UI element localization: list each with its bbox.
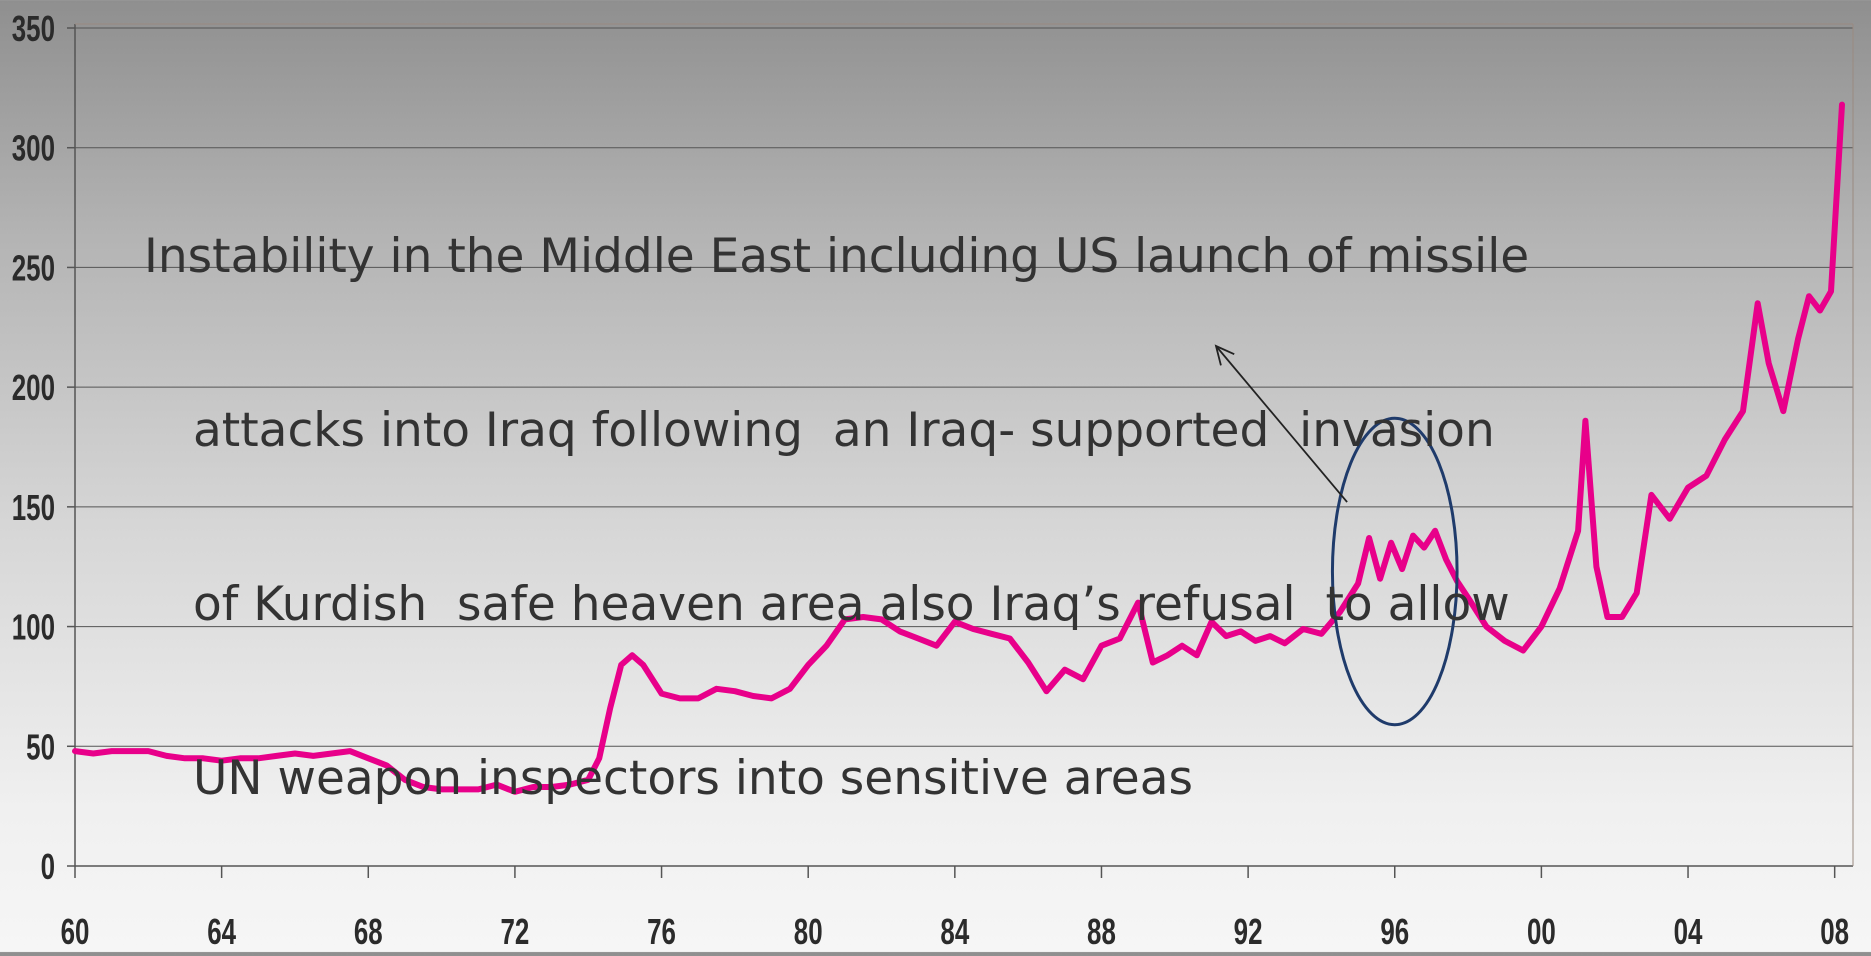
annotation-arrow bbox=[1215, 345, 1348, 503]
annotation-line-2: attacks into Iraq following an Iraq- sup… bbox=[193, 403, 1495, 458]
x-tick-label: 88 bbox=[1087, 912, 1116, 952]
y-tick-label: 150 bbox=[12, 488, 55, 528]
x-tick-label: 96 bbox=[1380, 912, 1409, 952]
y-tick-label: 0 bbox=[41, 847, 55, 887]
annotation-line-3: of Kurdish safe heaven area also Iraq’s … bbox=[193, 577, 1510, 632]
x-tick-label: 84 bbox=[940, 912, 969, 952]
highlight-layer bbox=[1214, 344, 1459, 727]
x-tick-label: 68 bbox=[354, 912, 383, 952]
x-tick-label: 64 bbox=[207, 912, 236, 952]
series-line bbox=[72, 101, 1845, 795]
x-tick-labels: 60 64 68 72 76 80 84 88 92 96 00 04 08 bbox=[61, 912, 1850, 952]
annotation-arrowhead bbox=[1214, 344, 1235, 366]
gridlines bbox=[75, 27, 1853, 747]
series-layer bbox=[72, 101, 1845, 795]
y-tick-label: 300 bbox=[12, 129, 55, 169]
x-tick-label: 80 bbox=[794, 912, 823, 952]
x-tick-label: 72 bbox=[501, 912, 530, 952]
annotation-line-1: Instability in the Middle East including… bbox=[144, 229, 1530, 284]
y-tick-label: 100 bbox=[12, 607, 55, 647]
annotation-text: Instability in the Middle East including… bbox=[144, 112, 1594, 924]
axes bbox=[67, 23, 1854, 878]
y-tick-label: 200 bbox=[12, 368, 55, 408]
y-tick-label: 350 bbox=[12, 9, 55, 49]
y-tick-labels: 0 50 100 150 200 250 300 350 bbox=[12, 9, 55, 887]
x-tick-label: 60 bbox=[61, 912, 90, 952]
x-tick-label: 08 bbox=[1820, 912, 1849, 952]
y-tick-label: 250 bbox=[12, 248, 55, 288]
annotation-line-4: UN weapon inspectors into sensitive area… bbox=[193, 751, 1193, 806]
x-tick-label: 76 bbox=[647, 912, 676, 952]
x-tick-label: 92 bbox=[1234, 912, 1263, 952]
highlight-ellipse bbox=[1330, 416, 1459, 727]
y-tick-label: 50 bbox=[26, 727, 55, 767]
x-tick-label: 04 bbox=[1674, 912, 1703, 952]
x-tick-label: 00 bbox=[1527, 912, 1556, 952]
